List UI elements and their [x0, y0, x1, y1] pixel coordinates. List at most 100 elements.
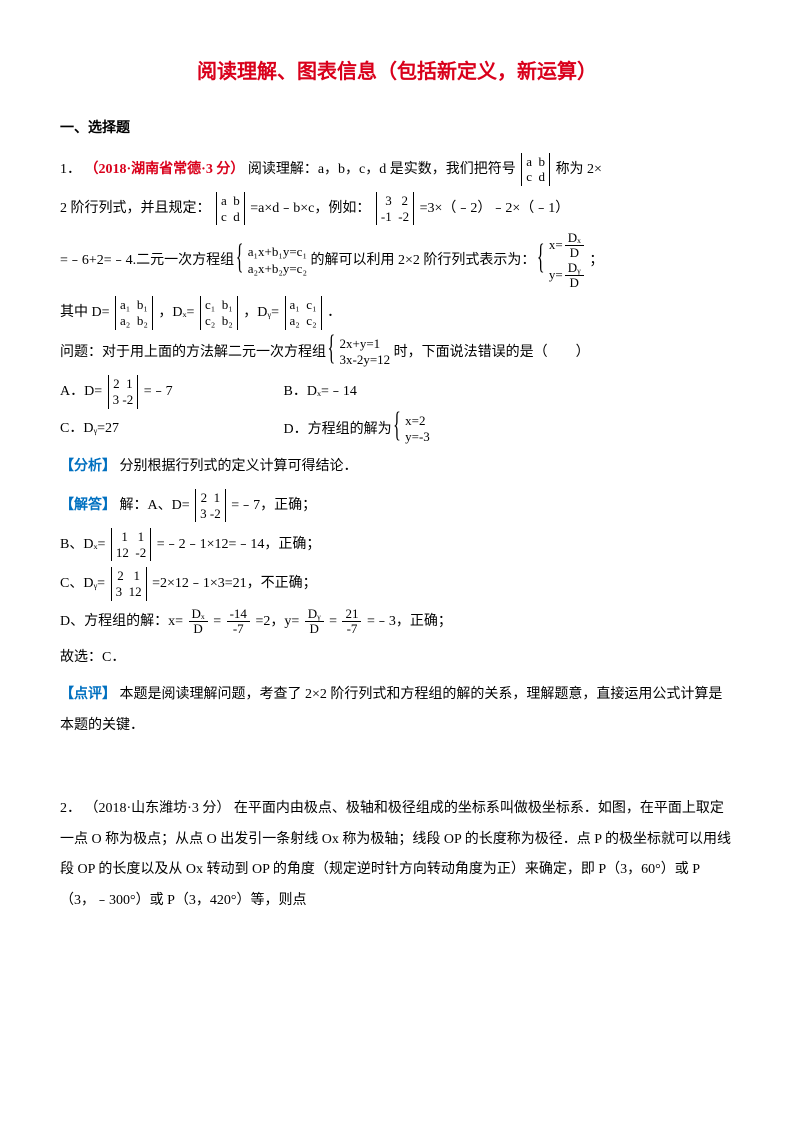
det-row: a b — [221, 193, 240, 209]
text: = — [329, 614, 337, 629]
text: =3×（﹣2）﹣2×（﹣1） — [420, 201, 570, 216]
text: =﹣7，正确； — [231, 498, 316, 513]
determinant: a₁ b₁ a₂ b₂ — [115, 296, 153, 329]
fraction: DₓD — [565, 231, 584, 261]
text: B、Dₓ= — [60, 537, 105, 552]
q1-line1: 1． （2018·湖南省常德·3 分） 阅读理解：a，b，c，d 是实数，我们把… — [60, 153, 734, 186]
q2-source: （2018·山东潍坊·3 分） — [85, 801, 231, 816]
text: =﹣7 — [144, 384, 173, 399]
answer-c: C、Dᵧ= 2 1 3 12 =2×12﹣1×3=21，不正确； — [60, 567, 734, 600]
q1-line2: 2 阶行列式，并且规定： a b c d =a×d﹣b×c，例如： 3 2 -1… — [60, 192, 734, 225]
det-row: 2 1 — [116, 568, 142, 584]
denominator: D — [305, 622, 324, 636]
equation-system: 2x+y=1 3x-2y=12 — [330, 336, 391, 370]
answer-b: B、Dₓ= 1 1 12 -2 =﹣2﹣1×12=﹣14，正确； — [60, 528, 734, 561]
determinant: c₁ b₁ c₂ b₂ — [200, 296, 238, 329]
text: =﹣3，正确； — [367, 614, 452, 629]
option-d: D．方程组的解为 x=2 y=-3 — [284, 413, 504, 447]
text: 分别根据行列式的定义计算可得结论． — [120, 459, 358, 474]
text: A．D= — [60, 384, 102, 399]
denominator: -7 — [342, 622, 361, 636]
answer-d: D、方程组的解：x= DₓD = -14-7 =2，y= DᵧD = 21-7 … — [60, 607, 734, 638]
sys-row: a₁x+b₁y=c₁ — [248, 244, 307, 261]
determinant: 3 2 -1 -2 — [376, 192, 414, 225]
text: 2 阶行列式，并且规定： — [60, 201, 211, 216]
det-row: c d — [221, 209, 240, 225]
text: = — [213, 614, 221, 629]
determinant: a b c d — [216, 192, 245, 225]
sys-row: y=DᵧD — [549, 261, 586, 291]
answer-a: 【解答】 解：A、D= 2 1 3 -2 =﹣7，正确； — [60, 489, 734, 522]
review: 【点评】 本题是阅读理解问题，考查了 2×2 阶行列式和方程组的解的关系，理解题… — [60, 680, 734, 742]
text: =a×d﹣b×c，例如： — [250, 201, 370, 216]
det-row: c d — [526, 169, 545, 185]
det-row: -1 -2 — [381, 209, 409, 225]
text: 其中 D= — [60, 305, 110, 320]
det-row: a₂ b₂ — [120, 313, 148, 329]
det-row: a₂ c₂ — [290, 313, 317, 329]
q1-number: 1． — [60, 162, 81, 177]
text: 问题：对于用上面的方法解二元一次方程组 — [60, 345, 326, 360]
fraction: DₓD — [189, 607, 208, 637]
text: =﹣2﹣1×12=﹣14，正确； — [157, 537, 321, 552]
q1-line4: 其中 D= a₁ b₁ a₂ b₂ ，Dₓ= c₁ b₁ c₂ b₂ ，Dᵧ= … — [60, 296, 734, 329]
text: D、方程组的解：x= — [60, 614, 183, 629]
numerator: Dᵧ — [305, 607, 324, 622]
answer-label: 【解答】 — [60, 498, 116, 513]
analysis-label: 【分析】 — [60, 459, 116, 474]
q2-number: 2． — [60, 801, 81, 816]
det-row: 2 1 — [200, 490, 221, 506]
determinant: a₁ c₁ a₂ c₂ — [285, 296, 322, 329]
text: ，Dᵧ= — [243, 305, 279, 320]
solution-system: x=DₓD y=DᵧD — [539, 231, 586, 290]
section-heading: 一、选择题 — [60, 114, 734, 145]
denominator: D — [565, 246, 584, 260]
denominator: D — [565, 276, 584, 290]
determinant: 1 1 12 -2 — [111, 528, 151, 561]
denominator: -7 — [227, 622, 250, 636]
text: C、Dᵧ= — [60, 576, 105, 591]
q1-source: （2018·湖南省常德·3 分） — [85, 162, 245, 177]
det-row: 12 -2 — [116, 545, 146, 561]
q1-line3: =﹣6+2=﹣4.二元一次方程组 a₁x+b₁y=c₁ a₂x+b₂y=c₂ 的… — [60, 231, 734, 290]
fraction: DᵧD — [305, 607, 324, 637]
numerator: Dᵧ — [565, 261, 584, 276]
det-row: 1 1 — [116, 529, 146, 545]
determinant: 2 1 3 -2 — [108, 375, 139, 408]
numerator: 21 — [342, 607, 361, 622]
text: 时，下面说法错误的是（ ） — [394, 345, 590, 360]
analysis: 【分析】 分别根据行列式的定义计算可得结论． — [60, 452, 734, 483]
determinant: 2 1 3 12 — [111, 567, 147, 600]
option-b: B．Dₓ=﹣14 — [284, 377, 504, 408]
sys-row: y=-3 — [405, 429, 430, 446]
sys-row: x=DₓD — [549, 231, 586, 261]
options-row: C．Dᵧ=27 D．方程组的解为 x=2 y=-3 — [60, 413, 734, 447]
text: =﹣6+2=﹣4.二元一次方程组 — [60, 253, 234, 268]
q2-block: 2． （2018·山东潍坊·3 分） 在平面内由极点、极轴和极径组成的坐标系叫做… — [60, 794, 734, 917]
conclusion: 故选：C． — [60, 643, 734, 674]
equation-system: x=2 y=-3 — [395, 413, 430, 447]
text: =2×12﹣1×3=21，不正确； — [152, 576, 317, 591]
sys-row: 2x+y=1 — [340, 336, 391, 353]
fraction: -14-7 — [227, 607, 250, 637]
det-row: a b — [526, 154, 545, 170]
page-title: 阅读理解、图表信息（包括新定义，新运算） — [60, 50, 734, 94]
denominator: D — [189, 622, 208, 636]
numerator: -14 — [227, 607, 250, 622]
q1-question: 问题：对于用上面的方法解二元一次方程组 2x+y=1 3x-2y=12 时，下面… — [60, 336, 734, 370]
det-row: 3 2 — [381, 193, 409, 209]
text: 的解可以利用 2×2 阶行列式表示为： — [311, 253, 536, 268]
det-row: 3 -2 — [200, 506, 221, 522]
fraction: 21-7 — [342, 607, 361, 637]
text: y= — [549, 267, 563, 282]
text: 本题是阅读理解问题，考查了 2×2 阶行列式和方程组的解的关系，理解题意，直接运… — [60, 687, 722, 733]
sys-row: a₂x+b₂y=c₂ — [248, 261, 307, 278]
option-c: C．Dᵧ=27 — [60, 414, 280, 445]
text: 称为 2× — [556, 162, 602, 177]
text: =2，y= — [255, 614, 299, 629]
review-label: 【点评】 — [60, 687, 116, 702]
sys-row: 3x-2y=12 — [340, 352, 391, 369]
det-row: 3 12 — [116, 584, 142, 600]
text: 阅读理解：a，b，c，d 是实数，我们把符号 — [248, 162, 516, 177]
text: D．方程组的解为 — [284, 422, 392, 437]
